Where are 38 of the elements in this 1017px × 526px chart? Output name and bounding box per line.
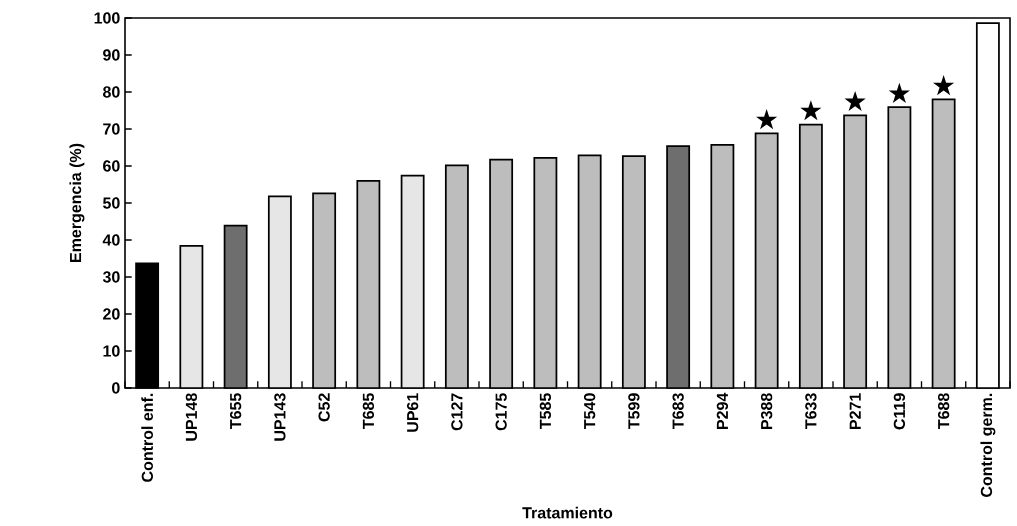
- x-tick-label: T685: [362, 393, 375, 429]
- x-tick-label: T688: [937, 393, 950, 429]
- y-tick-label: 90: [103, 49, 120, 61]
- y-tick-label: 80: [103, 86, 120, 98]
- y-tick-label: 20: [103, 308, 120, 320]
- x-tick-label: C127: [451, 393, 463, 431]
- x-tick-label: T540: [583, 393, 596, 429]
- y-tick-label: 50: [103, 197, 120, 209]
- x-tick-label: P388: [760, 393, 773, 430]
- y-tick-label: 60: [103, 160, 120, 172]
- x-tick-label: T683: [672, 393, 684, 429]
- annotation: ★: [888, 82, 910, 103]
- annotation: ★: [800, 100, 822, 121]
- x-tick-label: T655: [229, 393, 242, 429]
- y-tick-label: 0: [112, 382, 120, 394]
- x-axis-title: Tratamiento: [522, 506, 613, 519]
- y-tick-label: 70: [103, 123, 120, 135]
- x-tick-label: T633: [805, 393, 817, 429]
- x-tick-label: T585: [539, 393, 552, 429]
- annotation: ★: [756, 109, 778, 130]
- y-tick-label: 100: [94, 12, 120, 24]
- y-tick-label: 10: [103, 345, 120, 357]
- x-tick-label: UP61: [406, 393, 419, 432]
- y-tick-label: 30: [102, 271, 120, 283]
- x-tick-label: UP143: [274, 393, 286, 441]
- x-tick-label: UP148: [185, 393, 198, 441]
- y-tick-label: 40: [102, 234, 120, 246]
- x-tick-label: Control germ.: [980, 393, 996, 497]
- annotation: ★: [933, 75, 955, 96]
- annotation: ★: [844, 90, 866, 112]
- x-tick-label: P294: [716, 392, 729, 430]
- x-tick-label: Control enf.: [141, 393, 153, 482]
- x-tick-label: T599: [628, 393, 640, 429]
- x-tick-label: P271: [849, 393, 861, 430]
- x-tick-label: C52: [318, 393, 330, 422]
- y-axis-title: Emergencia (%): [69, 143, 85, 262]
- x-tick-label: C119: [893, 393, 906, 430]
- x-tick-label: C175: [495, 393, 507, 431]
